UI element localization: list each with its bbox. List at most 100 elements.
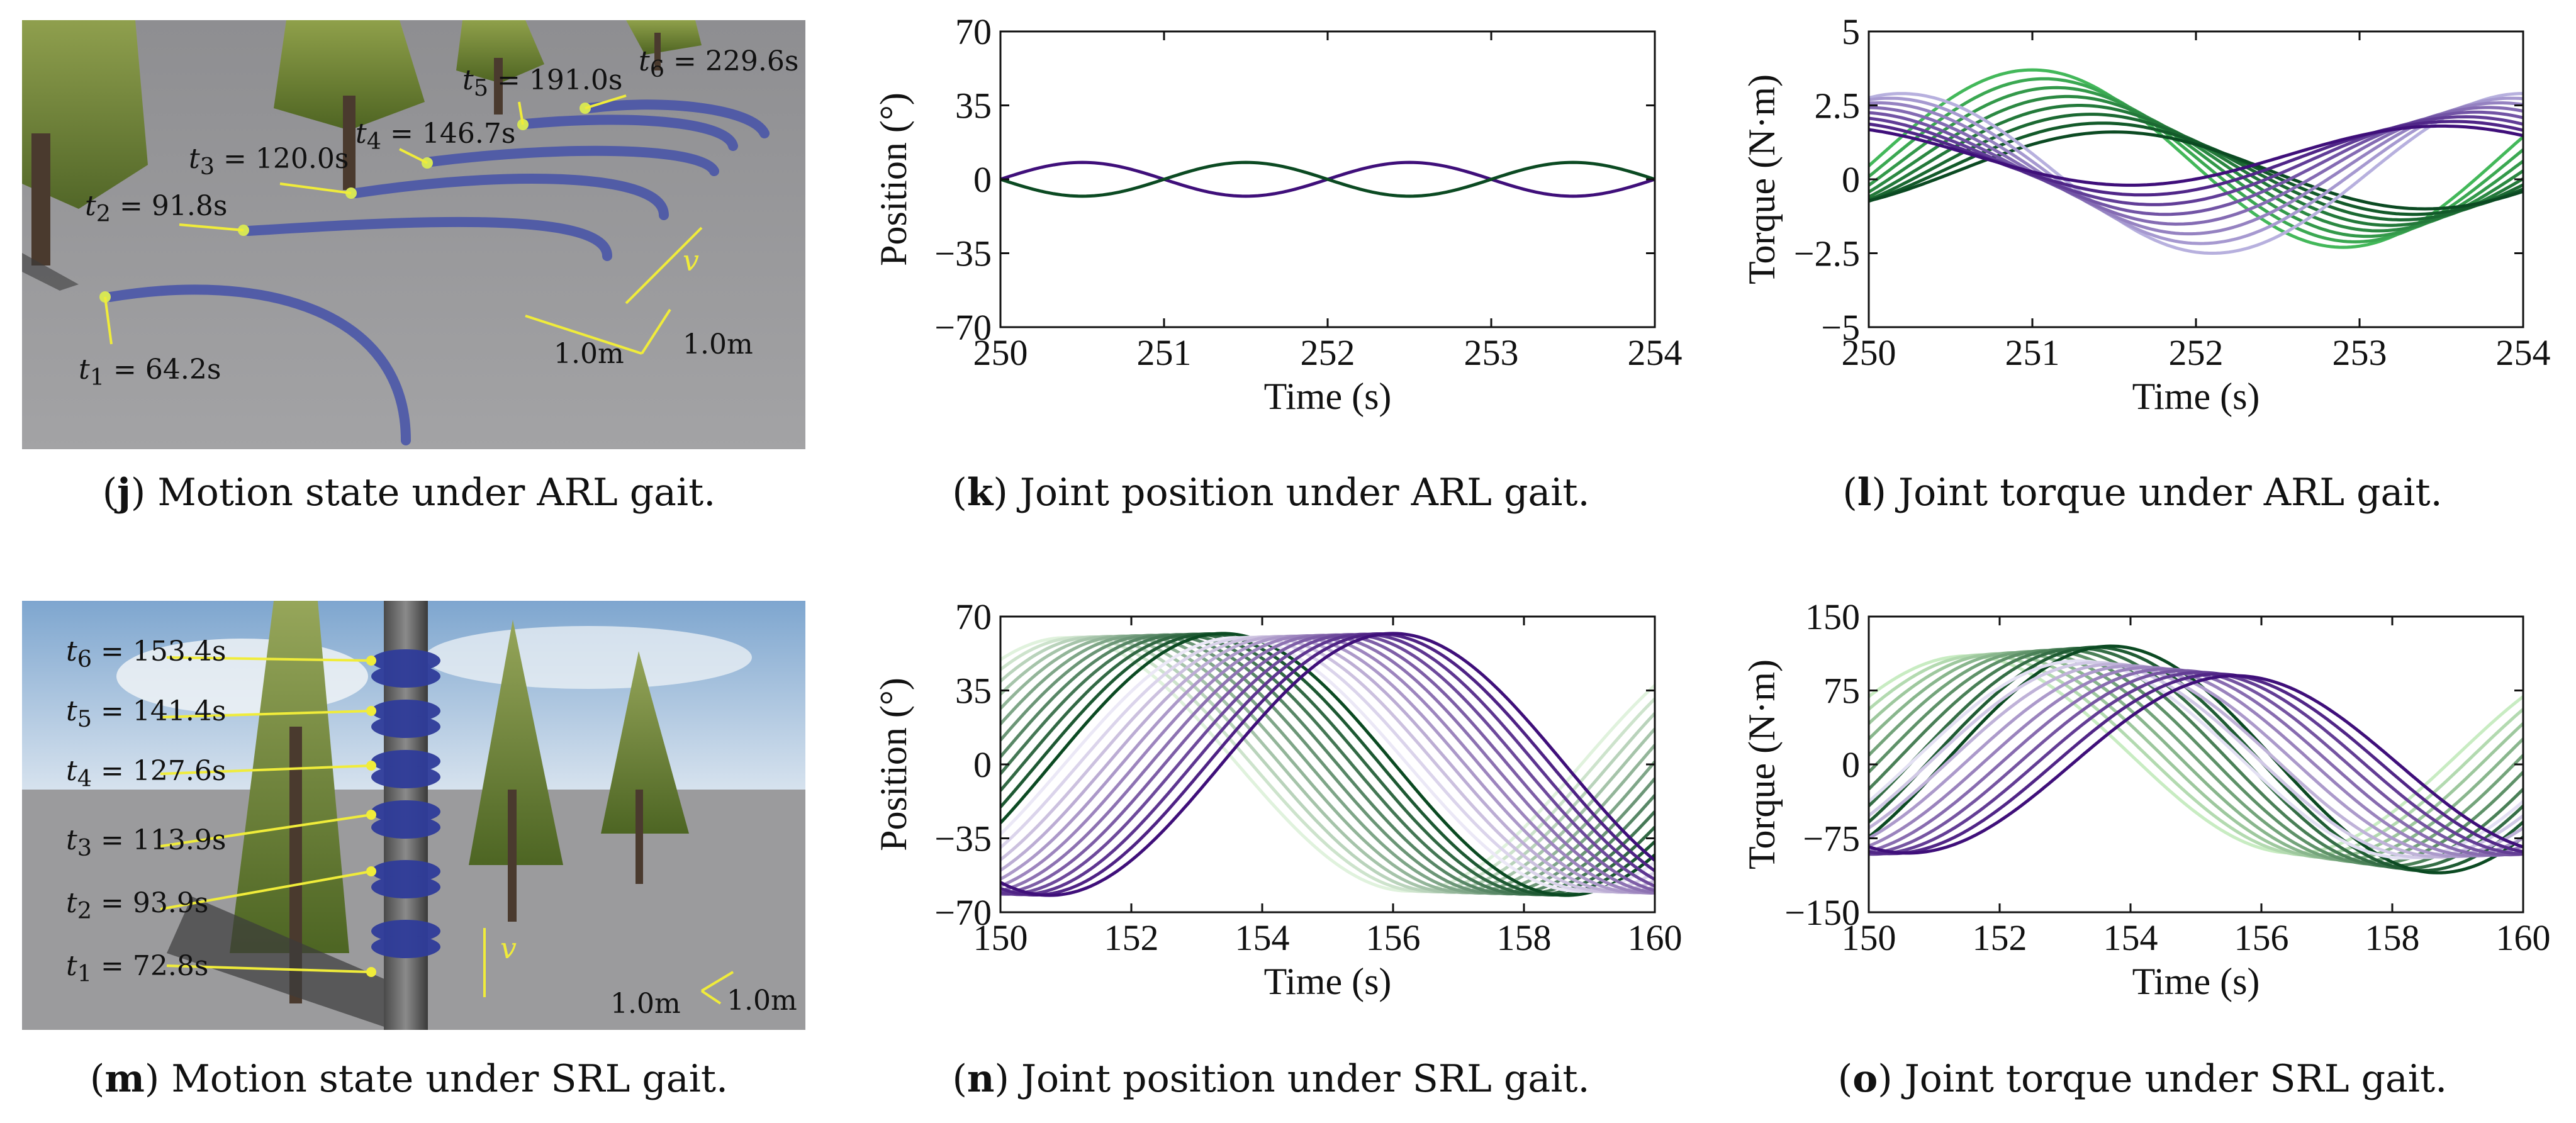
- series-line-purple-3: [1869, 664, 2523, 858]
- series-line-green-6: [1000, 634, 1655, 895]
- y-tick-label: 0: [1842, 744, 1860, 785]
- series-line-purple-8: [1869, 672, 2523, 856]
- series-line-purple-1: [1869, 96, 2523, 245]
- tree-left: [22, 20, 148, 291]
- caption-n: (n) Joint position under SRL gait.: [952, 1057, 1590, 1101]
- y-tick-label: −70: [934, 307, 992, 348]
- x-tick-label: 251: [1137, 332, 1192, 373]
- y-tick-label: 5: [1842, 13, 1860, 52]
- series-line-purple-1: [1869, 661, 2523, 859]
- series-line-purple-9: [1869, 674, 2523, 855]
- chart-position-srl: 150 152 154 156 158 160 70 35 0 −35 −70 Time (s) Pos…: [873, 598, 1683, 1002]
- x-tick-label: 156: [1366, 917, 1421, 958]
- y-tick-label: 0: [1842, 159, 1860, 200]
- y-tick-label: 35: [955, 671, 992, 712]
- y-axis-label: Position (°): [873, 678, 914, 851]
- y-tick-label: 150: [1805, 598, 1860, 637]
- series-line-purple-7: [1000, 633, 1655, 895]
- series-line-purple-3: [1000, 635, 1655, 894]
- x-tick-label: 154: [2103, 917, 2158, 958]
- x-tick-label: 252: [2169, 332, 2224, 373]
- y-tick-label: −150: [1784, 892, 1860, 933]
- series-line-green-0: [1000, 160, 1655, 198]
- x-tick-label: 253: [1464, 332, 1519, 373]
- tree-mid: [274, 20, 425, 190]
- x-tick-label: 254: [1628, 332, 1683, 373]
- velocity-label: v: [500, 931, 517, 965]
- y-tick-label: −2.5: [1794, 233, 1860, 274]
- series-line-green-3: [1000, 635, 1655, 894]
- trajectories-arl: [105, 99, 770, 445]
- label-arrows-arl: [104, 94, 703, 355]
- trees-srl: [167, 601, 689, 1030]
- series-line-green-6: [1869, 647, 2523, 868]
- series-line-purple-2: [1869, 662, 2523, 859]
- caption-o: (o) Joint torque under SRL gait.: [1837, 1057, 2448, 1101]
- label-t5: t5 = 141.4s: [66, 695, 227, 732]
- series-line-purple-2: [1000, 635, 1655, 894]
- label-t4: t4 = 127.6s: [66, 755, 227, 792]
- label-t3: t3 = 120.0s: [189, 143, 349, 180]
- series-line-green-10: [1000, 632, 1655, 897]
- x-tick-label: 152: [1104, 917, 1159, 958]
- series-group: [1869, 68, 2523, 255]
- y-tick-label: −75: [1803, 819, 1860, 859]
- series-line-purple-0: [1869, 92, 2523, 255]
- scene-srl-illustration: [22, 601, 805, 1030]
- x-tick-label: 160: [1628, 917, 1683, 958]
- label-t6: t6 = 153.4s: [66, 635, 227, 673]
- y-tick-label: 0: [973, 744, 992, 785]
- label-t4: t4 = 146.7s: [356, 118, 516, 155]
- x-tick-label: 158: [1497, 917, 1552, 958]
- y-tick-label: 35: [955, 86, 992, 126]
- series-line-purple-11: [1000, 632, 1655, 897]
- y-tick-label: −35: [934, 819, 992, 859]
- label-dots-srl: [366, 656, 376, 977]
- coils-srl: [371, 649, 440, 958]
- y-tick-label: −70: [934, 892, 992, 933]
- x-tick-label: 154: [1235, 917, 1290, 958]
- series-line-purple-4: [1000, 634, 1655, 895]
- scene-arl-illustration: [22, 20, 805, 449]
- x-tick-label: 158: [2365, 917, 2420, 958]
- scale-label-b: 1.0m: [727, 985, 797, 1017]
- series-group: [1000, 632, 1655, 897]
- label-t2: t2 = 93.9s: [66, 887, 209, 924]
- x-tick-label: 152: [1973, 917, 2027, 958]
- x-tick-label: 252: [1301, 332, 1355, 373]
- x-tick-label: 253: [2332, 332, 2387, 373]
- x-axis-label: Time (s): [2132, 961, 2260, 1002]
- series-line-green-11: [1000, 632, 1655, 897]
- scene-arl: t1 = 64.2s t2 = 91.8s t3 = 120.0s t4 = 1…: [22, 20, 805, 449]
- y-axis-label: Position (°): [873, 92, 914, 266]
- label-t2: t2 = 91.8s: [85, 190, 228, 227]
- series-line-purple-5: [1000, 634, 1655, 895]
- series-line-purple-1: [1000, 635, 1655, 893]
- label-arrows-srl: [160, 656, 734, 1005]
- label-t5: t5 = 191.0s: [462, 64, 623, 101]
- velocity-label: v: [683, 243, 699, 277]
- label-t1: t1 = 72.8s: [66, 950, 209, 987]
- plot-frame: [999, 615, 1656, 913]
- series-line-green-7: [1869, 647, 2523, 870]
- series-line-purple-5: [1869, 115, 2523, 206]
- chart-position-arl: 250 251 252 253 254 70 35 0 −35 −70 Time (s) Positi…: [873, 13, 1683, 417]
- x-tick-label: 251: [2005, 332, 2060, 373]
- y-axis-label: Torque (N·m): [1741, 659, 1783, 869]
- x-axis-label: Time (s): [2132, 376, 2260, 417]
- series-line-green-4: [1000, 634, 1655, 895]
- series-group: [1000, 160, 1655, 198]
- series-line-purple-6: [1000, 634, 1655, 895]
- scale-label-a: 1.0m: [610, 988, 681, 1020]
- series-line-purple-10: [1000, 632, 1655, 897]
- series-line-green-8: [1000, 633, 1655, 896]
- series-line-green-7: [1869, 130, 2523, 211]
- chart-torque-srl: 150 152 154 156 158 160 150 75 0 −75 −150 Time (s) T…: [1741, 598, 2551, 1002]
- series-line-purple-7: [1869, 124, 2523, 187]
- y-tick-label: 75: [1823, 671, 1860, 712]
- series-line-purple-9: [1000, 632, 1655, 897]
- y-tick-label: 70: [955, 13, 992, 52]
- series-group: [1869, 644, 2523, 874]
- series-line-green-0: [1000, 636, 1655, 893]
- x-tick-label: 150: [973, 917, 1028, 958]
